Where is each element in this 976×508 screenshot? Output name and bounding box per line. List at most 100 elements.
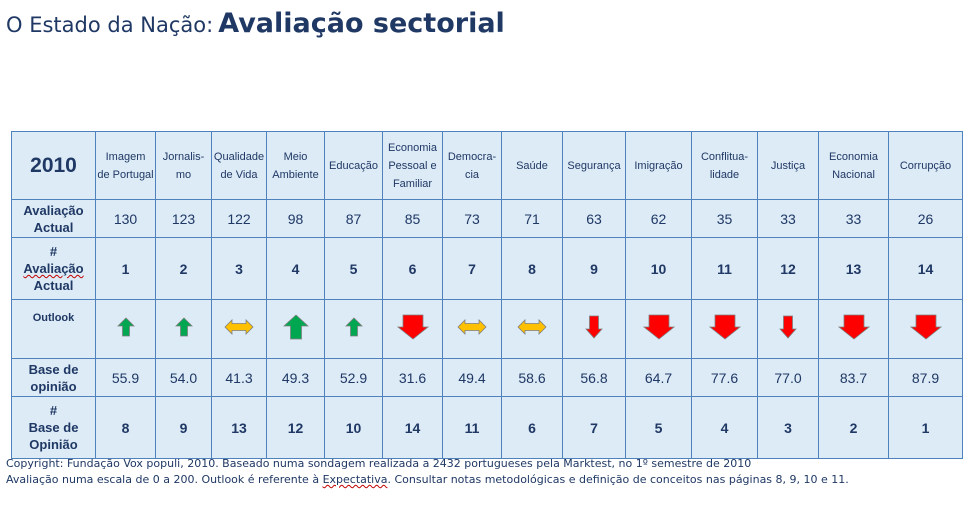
avaliacao-row-cell: 71 (501, 199, 563, 238)
footnote-copyright: Copyright: Fundação Vox populi, 2010. Ba… (6, 457, 752, 470)
base-opiniao-row-cell: 55.9 (95, 358, 156, 397)
sector-header: Conflitua-lidade (691, 131, 758, 200)
sector-header-line: Corrupção (899, 159, 952, 172)
footnote-scale: Avaliação numa escala de 0 a 200. Outloo… (6, 473, 849, 486)
sector-header: Justiça (757, 131, 819, 200)
avaliacao-rank-row-cell: 14 (888, 237, 963, 300)
outlook-cell (888, 299, 963, 359)
sector-header-line: Ambiente (272, 168, 319, 181)
avaliacao-rank-row-cell: 6 (382, 237, 443, 300)
outlook-cell (757, 299, 819, 359)
arrow-down-icon (585, 315, 603, 339)
outlook-cell (324, 299, 383, 359)
sector-header-line: Educação (329, 159, 378, 172)
base-opiniao-rank-row-cell: 14 (382, 396, 443, 459)
base-opiniao-rank-row-cell: 6 (501, 396, 563, 459)
outlook-cell (211, 299, 267, 359)
arrow-down-icon (779, 315, 797, 339)
outlook-cell (562, 299, 626, 359)
outlook-cell (266, 299, 325, 359)
sector-header-line: Segurança (567, 159, 621, 172)
outlook-cell (442, 299, 502, 359)
base-opiniao-rank-row-cell: 10 (324, 396, 383, 459)
arrow-down-icon (837, 314, 870, 340)
arrow-up-icon (116, 316, 135, 336)
sector-header-line: Conflitua- (700, 150, 749, 163)
outlook-cell (691, 299, 758, 359)
avaliacao-rank-row-cell: 1 (95, 237, 156, 300)
avaliacao-row-cell: 62 (625, 199, 692, 238)
sector-header: Economia Pessoal e Familiar (382, 131, 443, 200)
page-title: O Estado da Nação: Avaliação sectorial (6, 8, 505, 39)
base-opiniao-rank-row-cell: 9 (155, 396, 212, 459)
base-opiniao-rank-row-label-line: Base de (28, 420, 79, 435)
avaliacao-rank-row-cell: 4 (266, 237, 325, 300)
sector-header-line: Qualidade (213, 150, 265, 163)
arrow-up-icon (282, 313, 309, 339)
avaliacao-row-label: Avaliação Actual (11, 199, 96, 238)
avaliacao-row-cell: 73 (442, 199, 502, 238)
sector-header: Educação (324, 131, 383, 200)
sector-header-line: Familiar (392, 177, 433, 190)
base-opiniao-rank-row-label-line: # (49, 403, 58, 418)
sector-header-line: cia (464, 168, 480, 181)
base-opiniao-row-cell: 58.6 (501, 358, 563, 397)
avaliacao-row-cell: 33 (818, 199, 889, 238)
avaliacao-row-cell: 63 (562, 199, 626, 238)
avaliacao-rank-row-cell: 13 (818, 237, 889, 300)
base-opiniao-row-cell: 56.8 (562, 358, 626, 397)
base-opiniao-rank-row-cell: 12 (266, 396, 325, 459)
sector-header-line: Economia (829, 150, 878, 163)
base-opiniao-rank-row-cell: 11 (442, 396, 502, 459)
footnote-expectativa: Expectativa (322, 473, 388, 486)
arrow-left-right-icon (457, 318, 487, 335)
avaliacao-row-cell: 87 (324, 199, 383, 238)
base-opiniao-row-label: Base de opinião (11, 358, 96, 397)
sector-header-line: mo (175, 168, 192, 181)
base-opiniao-rank-row-cell: 13 (211, 396, 267, 459)
sector-header: Qualidade de Vida (211, 131, 267, 200)
base-opiniao-rank-row-cell: 3 (757, 396, 819, 459)
base-opiniao-rank-row-cell: 2 (818, 396, 889, 459)
base-opiniao-rank-row-cell: 8 (95, 396, 156, 459)
base-opiniao-row-cell: 41.3 (211, 358, 267, 397)
sector-header: Jornalis-mo (155, 131, 212, 200)
base-opiniao-row-label-line: Base de (28, 361, 79, 377)
avaliacao-row-cell: 35 (691, 199, 758, 238)
base-opiniao-row-cell: 49.3 (266, 358, 325, 397)
sector-header-line: Justiça (770, 159, 806, 172)
base-opiniao-rank-row-cell: 4 (691, 396, 758, 459)
arrow-down-icon (909, 314, 942, 340)
avaliacao-rank-row-label-line: Actual (33, 278, 74, 293)
avaliacao-rank-row-cell: 8 (501, 237, 563, 300)
base-opiniao-row-cell: 52.9 (324, 358, 383, 397)
title-main: Avaliação sectorial (218, 8, 505, 39)
base-opiniao-row-cell: 49.4 (442, 358, 502, 397)
outlook-cell (501, 299, 563, 359)
sector-header: Segurança (562, 131, 626, 200)
avaliacao-row-cell: 98 (266, 199, 325, 238)
avaliacao-rank-row-cell: 10 (625, 237, 692, 300)
sector-header-line: Democra- (447, 150, 497, 163)
avaliacao-rank-row-label-line: # (49, 244, 58, 259)
sector-header-line: Nacional (832, 168, 875, 181)
arrow-up-icon (344, 316, 363, 336)
base-opiniao-row-cell: 87.9 (888, 358, 963, 397)
sector-header-line: Meio (283, 150, 308, 163)
avaliacao-rank-row-label: # Avaliação Actual (11, 237, 96, 300)
outlook-cell (818, 299, 889, 359)
sector-header-line: Imigração (634, 159, 683, 172)
base-opiniao-row-cell: 54.0 (155, 358, 212, 397)
base-opiniao-row-cell: 77.0 (757, 358, 819, 397)
arrow-down-icon (708, 314, 741, 340)
sector-header: Corrupção (888, 131, 963, 200)
base-opiniao-rank-row-label-line: Opinião (29, 437, 78, 452)
avaliacao-rank-row-cell: 3 (211, 237, 267, 300)
arrow-up-icon (174, 316, 193, 336)
avaliacao-row-cell: 130 (95, 199, 156, 238)
avaliacao-rank-row-cell: 2 (155, 237, 212, 300)
sector-header-line: de Portugal (97, 168, 154, 181)
outlook-cell (95, 299, 156, 359)
arrow-down-icon (396, 314, 429, 340)
base-opiniao-row-cell: 31.6 (382, 358, 443, 397)
